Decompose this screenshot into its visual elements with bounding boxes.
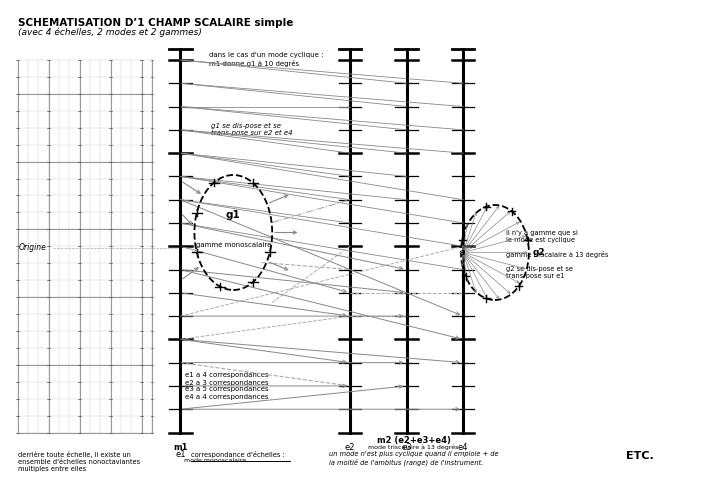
Text: m1: m1	[173, 442, 187, 452]
Text: m2 (e2+e3+e4): m2 (e2+e3+e4)	[377, 436, 450, 445]
Text: g2: g2	[532, 248, 545, 257]
Text: dans le cas d'un mode cyclique :
m1 donne g1 à 10 degrés: dans le cas d'un mode cyclique : m1 donn…	[209, 52, 323, 66]
Text: e4: e4	[458, 442, 468, 452]
Text: g1: g1	[226, 210, 240, 220]
Text: Origine: Origine	[19, 243, 47, 252]
Text: g1 se dis-pose et se
trans-pose sur e2 et e4: g1 se dis-pose et se trans-pose sur e2 e…	[211, 122, 292, 136]
Text: mode triscalaire à 13 degrés: mode triscalaire à 13 degrés	[368, 444, 459, 450]
Text: mode monoscalaire: mode monoscalaire	[184, 458, 246, 464]
Text: gamme monoscalaire: gamme monoscalaire	[196, 242, 271, 248]
Text: il n'y a gamme que si
le mode est cyclique

gamme triscalaire à 13 degrés

g2 se: il n'y a gamme que si le mode est cycliq…	[506, 230, 608, 279]
Text: ETC.: ETC.	[626, 451, 653, 461]
Text: derrière toute échelle, il existe un
ensemble d'échelles nonoctaviantes
multiple: derrière toute échelle, il existe un ens…	[18, 451, 140, 472]
Text: e1 a 4 correspondances
e2 a 3 correspondances
e3 a 5 correspondances
e4 a 4 corr: e1 a 4 correspondances e2 a 3 correspond…	[185, 372, 269, 400]
Text: un mode n'est plus cyclique quand il emploie + de
la moitié de l'ambitus (range): un mode n'est plus cyclique quand il emp…	[329, 451, 498, 466]
Text: e1: e1	[175, 450, 185, 459]
Text: e2: e2	[345, 442, 355, 452]
Text: correspondance d'échelles :: correspondance d'échelles :	[191, 451, 285, 458]
Text: (avec 4 échelles, 2 modes et 2 gammes): (avec 4 échelles, 2 modes et 2 gammes)	[18, 28, 201, 37]
Text: SCHEMATISATION D’1 CHAMP SCALAIRE simple: SCHEMATISATION D’1 CHAMP SCALAIRE simple	[18, 18, 293, 28]
Text: e3: e3	[401, 442, 412, 452]
